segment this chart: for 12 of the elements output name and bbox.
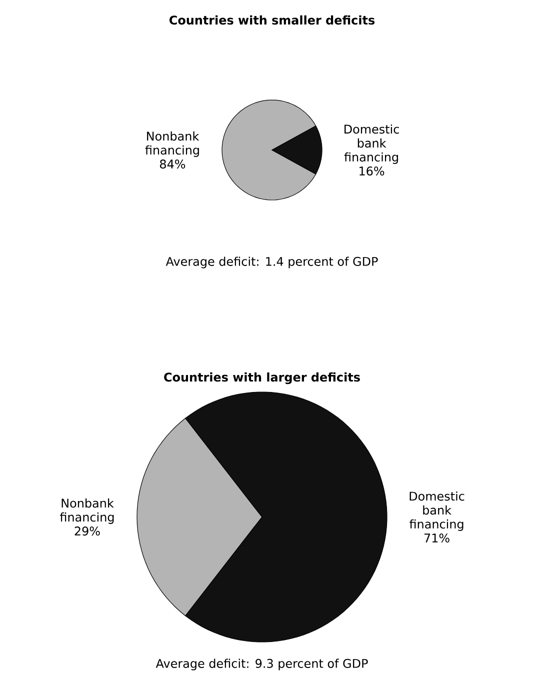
data-label: 16%	[360, 166, 384, 176]
slice-label: Domestic bank financing	[410, 491, 464, 531]
data-label: 29%	[74, 526, 100, 536]
slice-label: Nonbank financing	[145, 131, 200, 157]
text: Average deficit: 9.3 percent of GDP	[156, 658, 368, 670]
slice-label: Domestic bank financing	[344, 124, 399, 164]
slice-label: Nonbank financing	[60, 498, 114, 524]
chart-title: Countries with smaller deficits	[170, 15, 375, 25]
chart-title: Countries with larger deficits	[164, 372, 360, 384]
data-label: 84%	[160, 160, 186, 169]
data-label: 71%	[424, 534, 450, 543]
text: Average deficit: 1.4 percent of GDP	[166, 256, 378, 268]
